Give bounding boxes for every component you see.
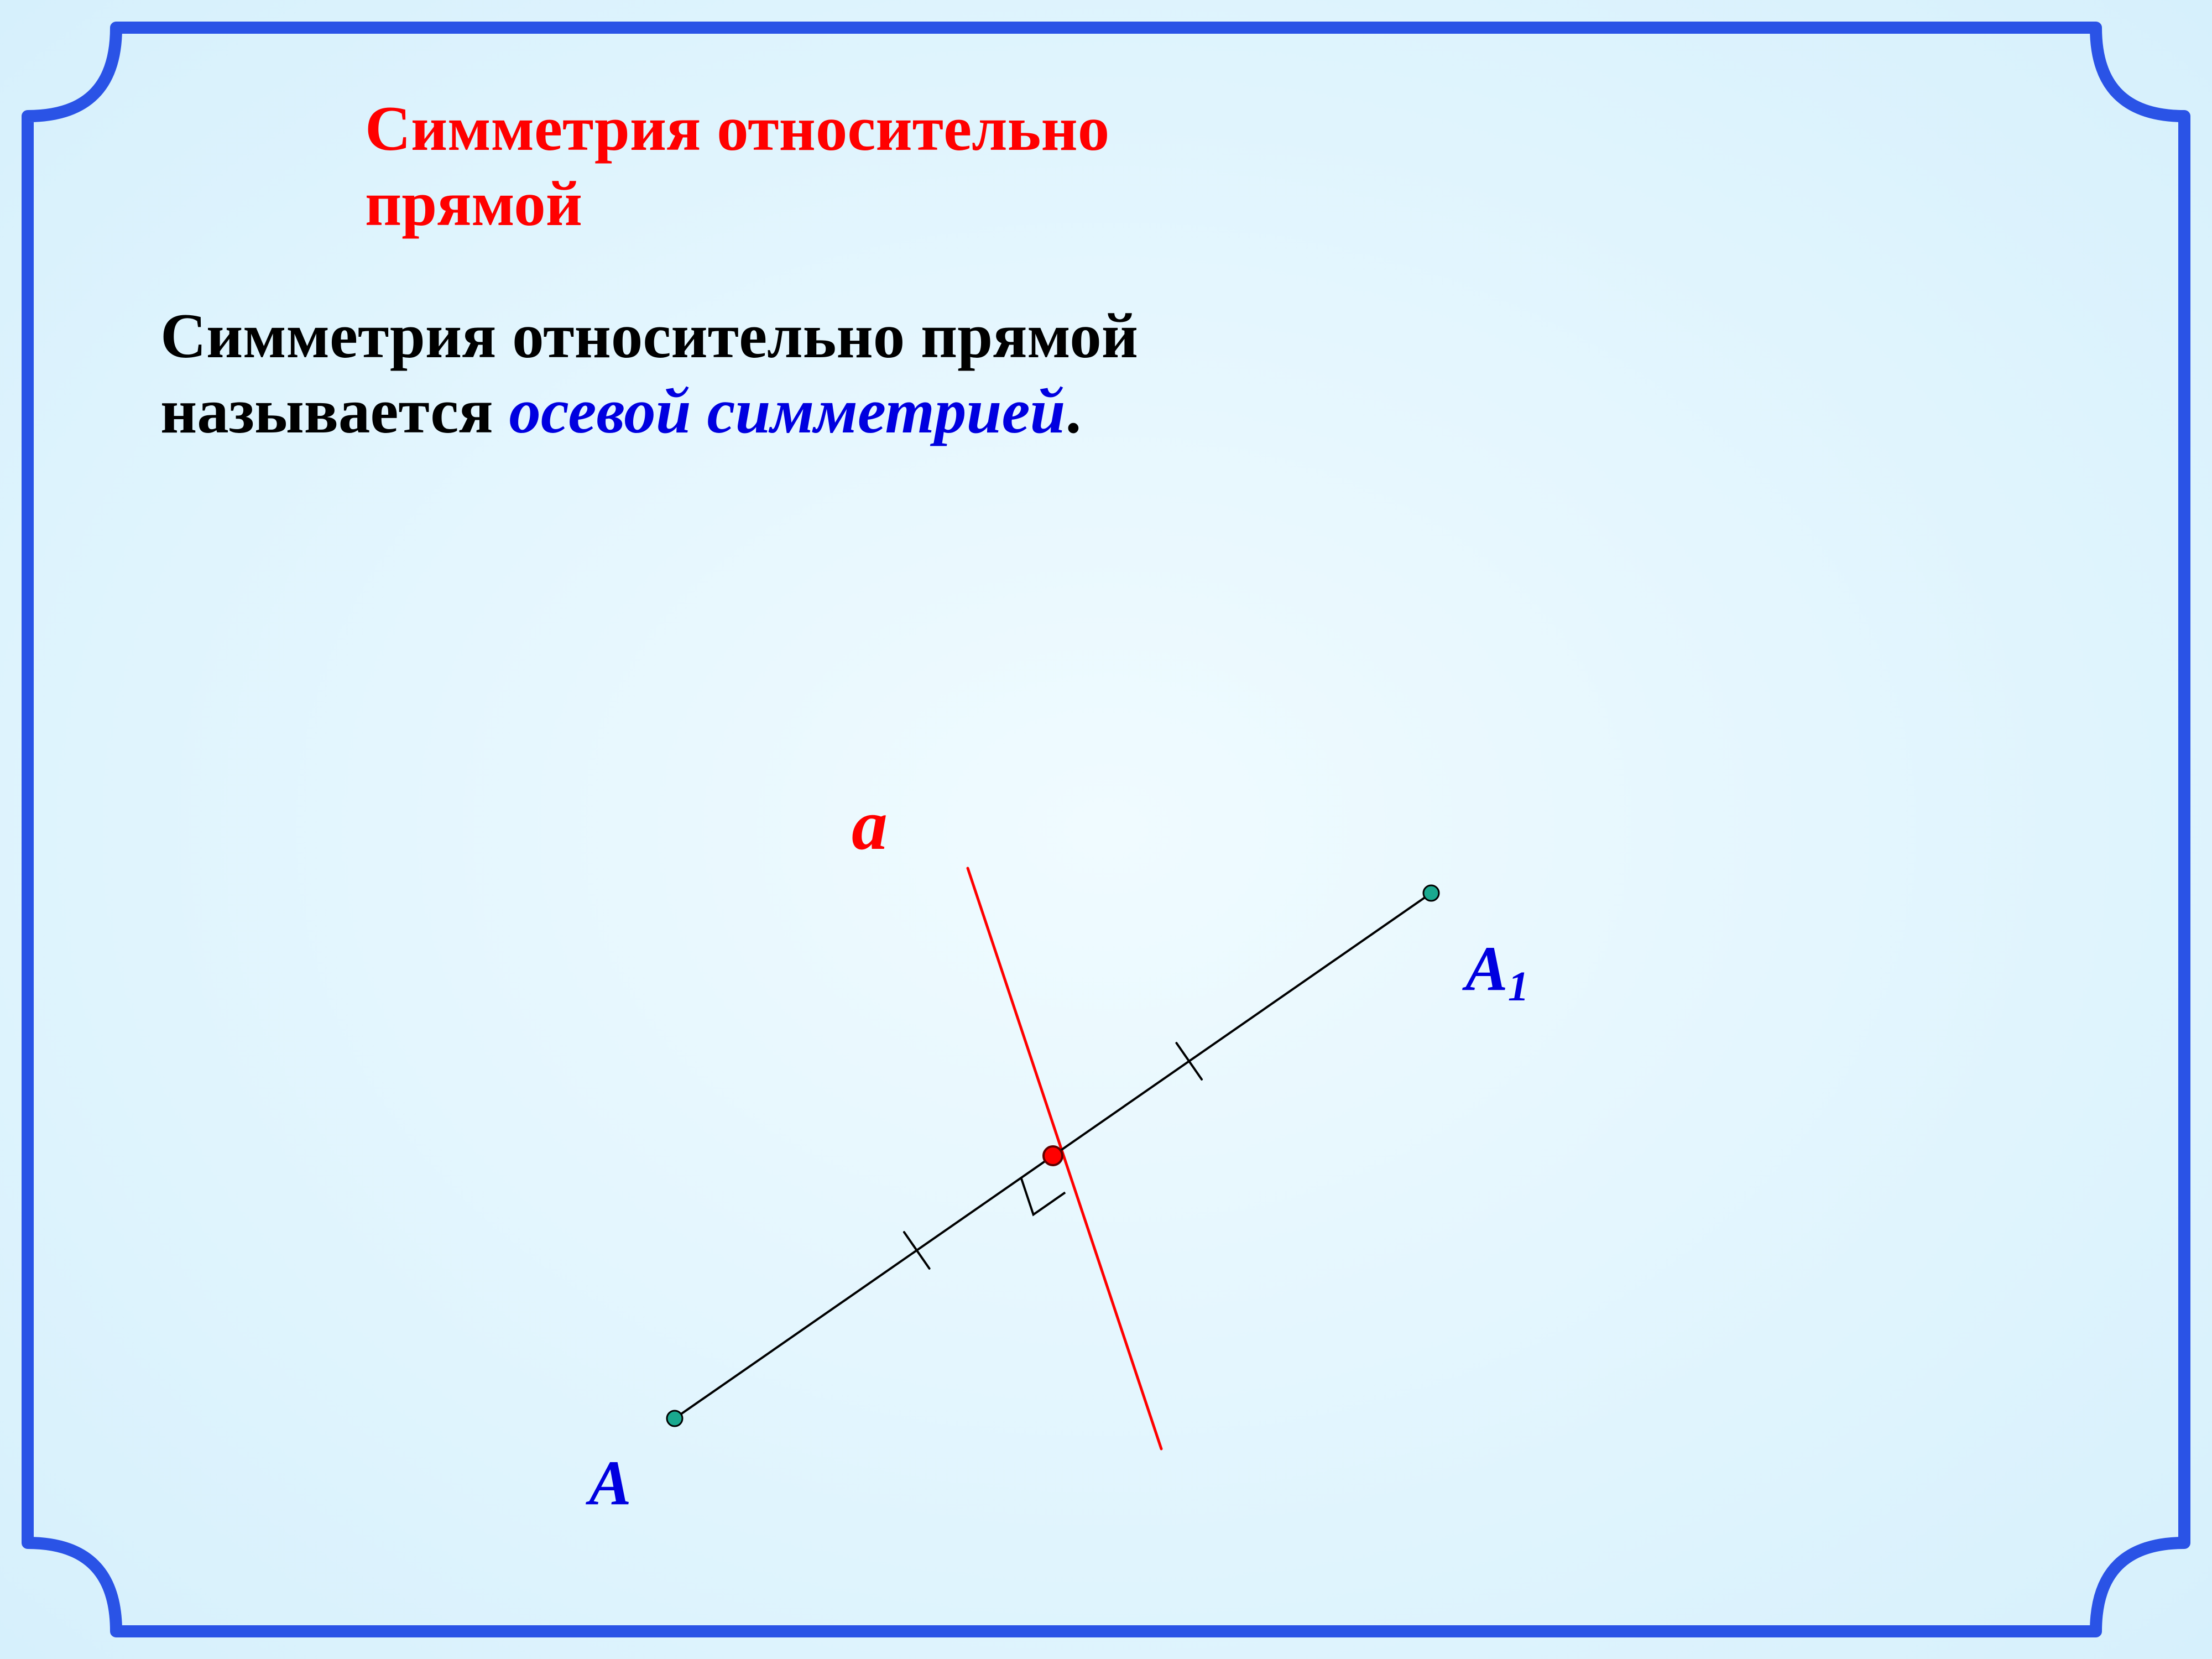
label-a: A <box>586 1448 632 1518</box>
point-a <box>667 1411 682 1426</box>
axis-line <box>968 868 1161 1449</box>
tick-mark-0 <box>904 1232 930 1269</box>
axis-label: a <box>852 785 888 865</box>
diagram: a A A1 <box>0 0 2212 1659</box>
label-a1: A1 <box>1462 933 1529 1010</box>
point-a1 <box>1423 885 1439 901</box>
intersection-point <box>1044 1146 1062 1165</box>
tick-mark-1 <box>1176 1043 1202 1079</box>
right-angle-mark <box>1021 1178 1066 1214</box>
